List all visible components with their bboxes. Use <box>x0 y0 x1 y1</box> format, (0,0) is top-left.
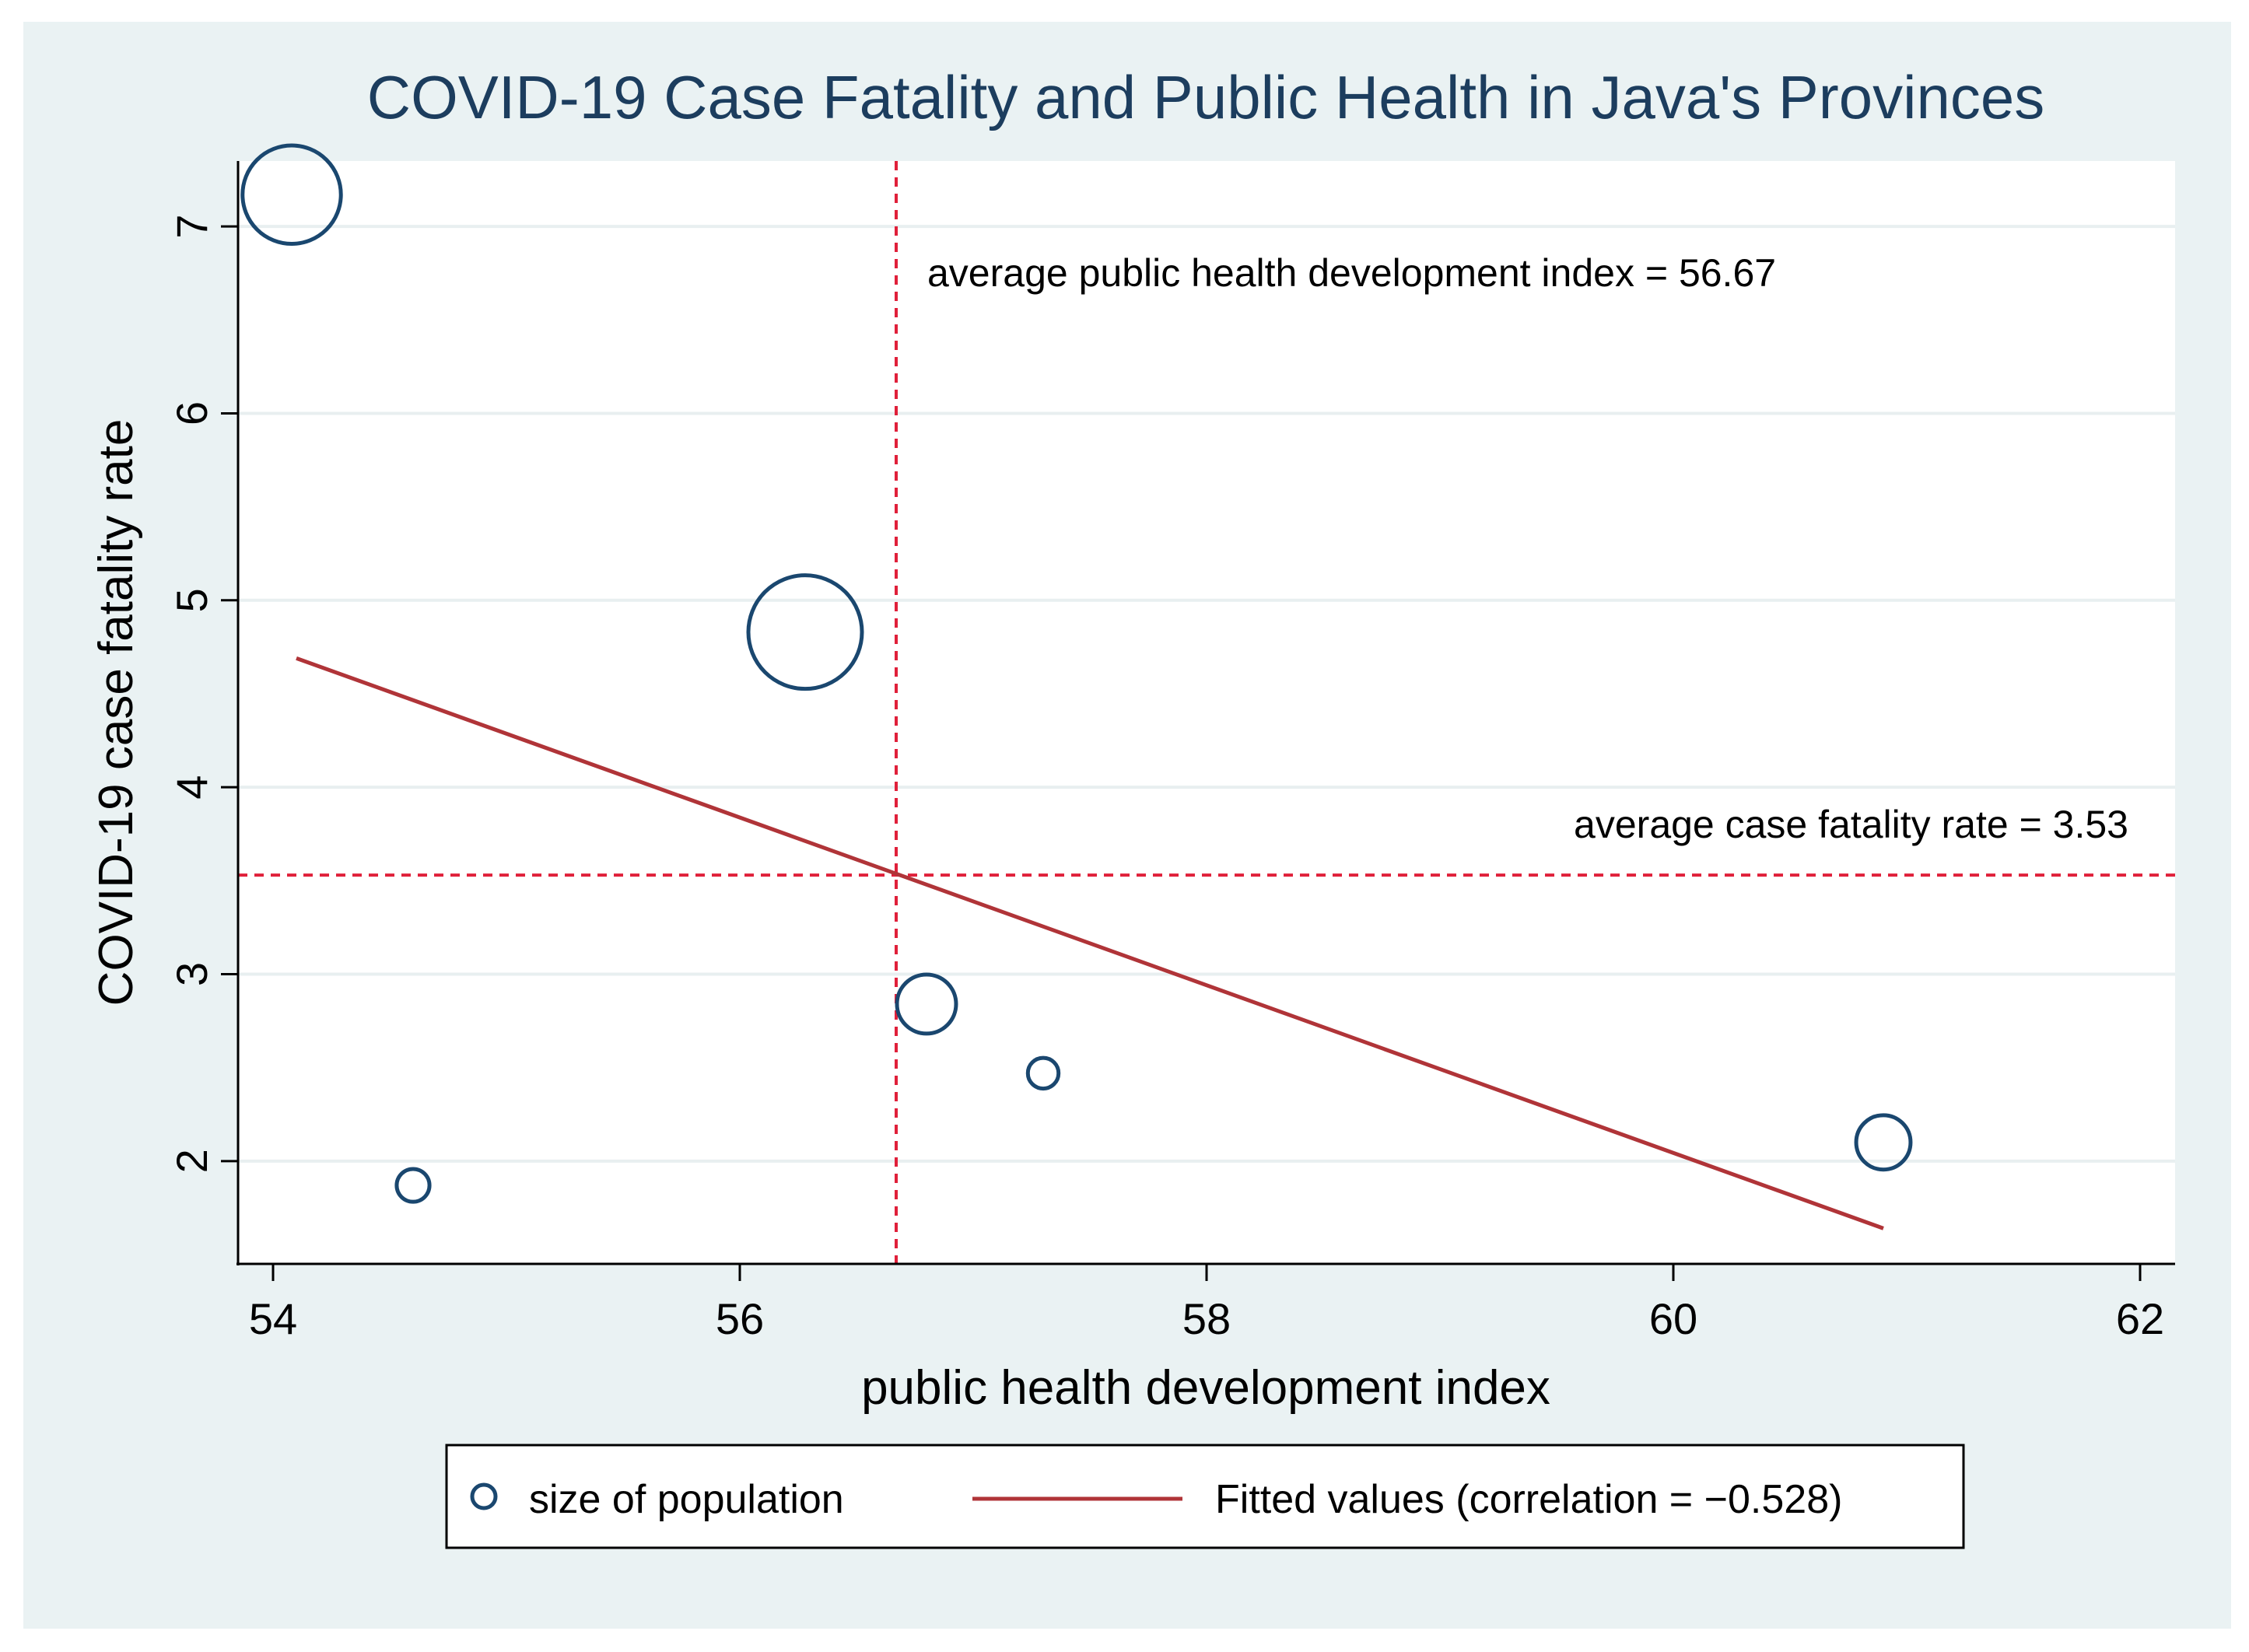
legend-label-fit: Fitted values (correlation = −0.528) <box>1215 1477 1842 1522</box>
x-tick-label: 56 <box>716 1294 764 1343</box>
data-point <box>1854 1113 1913 1172</box>
y-tick-label: 2 <box>167 1149 216 1173</box>
x-tick-label: 60 <box>1649 1294 1697 1343</box>
legend: size of population Fitted values (correl… <box>445 1444 1965 1549</box>
chart-title: COVID-19 Case Fatality and Public Health… <box>367 63 2045 131</box>
y-tick-label: 7 <box>167 215 216 239</box>
data-point <box>394 1167 432 1204</box>
fitted-line-layer <box>296 656 1884 1230</box>
data-point <box>895 972 958 1036</box>
data-point <box>240 143 343 246</box>
y-tick-label: 5 <box>167 588 216 612</box>
ref-line-label-y: average case fatality rate = 3.53 <box>1574 803 2128 846</box>
grid-lines <box>238 225 2175 1163</box>
plot-area <box>238 161 2175 1264</box>
data-point <box>1025 1055 1061 1091</box>
x-tick-label: 54 <box>249 1294 297 1343</box>
x-axis-title: public health development index <box>861 1361 1550 1415</box>
y-tick-label: 3 <box>167 962 216 986</box>
legend-label-bubble: size of population <box>529 1477 844 1522</box>
x-tick-label: 58 <box>1182 1294 1231 1343</box>
y-tick-label: 4 <box>167 775 216 800</box>
y-tick-label: 6 <box>167 401 216 425</box>
reference-lines <box>238 161 2175 1264</box>
fitted-line <box>296 656 1884 1230</box>
x-tick-label: 62 <box>2116 1294 2164 1343</box>
bubble-layer <box>240 143 1913 1204</box>
data-point <box>746 573 864 691</box>
ref-line-label-x: average public health development index … <box>927 251 1776 295</box>
y-axis-title: COVID-19 case fatality rate <box>89 419 143 1006</box>
legend-marker-bubble <box>470 1482 498 1510</box>
legend-box <box>445 1444 1965 1549</box>
